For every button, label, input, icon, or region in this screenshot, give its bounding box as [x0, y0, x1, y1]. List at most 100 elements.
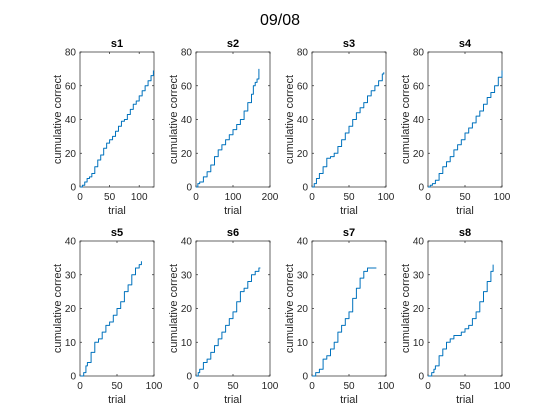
x-tick-label: 100	[378, 192, 395, 203]
y-tick-label: 40	[181, 115, 193, 126]
x-tick-label: 0	[309, 192, 315, 203]
x-tick-label: 50	[459, 381, 471, 392]
panel-s2: 0 100 200 0 20 40 60 80 s2 trial cumulative correc…	[168, 38, 279, 217]
y-tick-label: 30	[181, 270, 193, 281]
y-axis-label: cumulative correct	[284, 75, 296, 164]
y-tick-label: 40	[413, 115, 425, 126]
x-axis-label: trial	[340, 394, 358, 406]
y-tick-label: 30	[297, 270, 309, 281]
y-tick-label: 0	[418, 372, 424, 383]
y-axis-label: cumulative correct	[400, 75, 412, 164]
x-tick-label: 0	[309, 381, 315, 392]
panel-title: s5	[111, 227, 123, 239]
x-axis-label: trial	[108, 205, 126, 217]
panel-title: s7	[343, 227, 355, 239]
x-tick-label: 50	[343, 381, 355, 392]
x-tick-label: 0	[425, 192, 431, 203]
y-tick-label: 30	[65, 270, 77, 281]
panel-title: s2	[227, 38, 239, 50]
y-axis-label: cumulative correct	[168, 75, 180, 164]
panel-s1: 0 50 100 0 20 40 60 80 s1 trial cumulative correct	[52, 38, 155, 217]
x-tick-label: 50	[104, 192, 116, 203]
y-tick-label: 60	[297, 81, 309, 92]
panel-title: s3	[343, 38, 355, 50]
y-tick-label: 0	[70, 372, 76, 383]
x-axis-label: trial	[456, 394, 474, 406]
x-axis-label: trial	[340, 205, 358, 217]
x-axis-label: trial	[108, 394, 126, 406]
y-tick-label: 60	[413, 81, 425, 92]
panel-s3: 0 50 100 0 20 40 60 80 s3 trial cumulative correct	[284, 38, 395, 217]
y-tick-label: 10	[413, 338, 425, 349]
panel-s7: 0 50 100 0 10 20 30 40 s7 trial cumulative correct	[284, 227, 395, 406]
x-tick-label: 100	[131, 192, 148, 203]
y-tick-label: 80	[65, 48, 77, 59]
x-axis-label: trial	[224, 394, 242, 406]
y-tick-label: 80	[413, 48, 425, 59]
y-tick-label: 20	[413, 304, 425, 315]
y-tick-label: 20	[65, 149, 77, 160]
y-tick-label: 0	[70, 183, 76, 194]
y-axis-label: cumulative correct	[284, 264, 296, 353]
x-tick-label: 0	[425, 381, 431, 392]
y-tick-label: 40	[65, 237, 77, 248]
y-tick-label: 20	[297, 149, 309, 160]
y-tick-label: 60	[181, 81, 193, 92]
axes-box	[195, 240, 271, 377]
panel-s6: 0 50 100 0 10 20 30 40 s6 trial cumulative correct	[168, 227, 279, 406]
axes-box	[311, 240, 387, 377]
x-axis-label: trial	[224, 205, 242, 217]
y-tick-label: 80	[181, 48, 193, 59]
y-tick-label: 30	[413, 270, 425, 281]
y-tick-label: 20	[413, 149, 425, 160]
series-line-s6	[196, 267, 261, 377]
series-line-s4	[428, 70, 503, 188]
series-line-s8	[428, 264, 494, 377]
y-tick-label: 40	[181, 237, 193, 248]
y-tick-label: 80	[297, 48, 309, 59]
x-tick-label: 50	[343, 192, 355, 203]
x-tick-label: 50	[227, 381, 239, 392]
series-line-s7	[312, 267, 377, 377]
y-tick-label: 0	[186, 372, 192, 383]
y-tick-label: 20	[65, 304, 77, 315]
panel-title: s8	[459, 227, 471, 239]
y-tick-label: 60	[65, 81, 77, 92]
figure-title: 09/08	[260, 12, 300, 29]
y-tick-label: 0	[302, 372, 308, 383]
x-tick-label: 0	[193, 192, 199, 203]
x-axis-label: trial	[456, 205, 474, 217]
y-tick-label: 40	[297, 237, 309, 248]
y-tick-label: 0	[418, 183, 424, 194]
y-tick-label: 20	[297, 304, 309, 315]
x-tick-label: 100	[378, 381, 395, 392]
series-line-s3	[312, 72, 385, 188]
y-axis-label: cumulative correct	[168, 264, 180, 353]
panel-title: s4	[459, 38, 472, 50]
x-tick-label: 0	[77, 381, 83, 392]
x-tick-label: 100	[494, 192, 511, 203]
x-tick-label: 100	[494, 381, 511, 392]
x-tick-label: 100	[146, 381, 163, 392]
x-tick-label: 50	[459, 192, 471, 203]
x-tick-label: 100	[225, 192, 242, 203]
series-line-s1	[80, 70, 154, 188]
x-tick-label: 0	[77, 192, 83, 203]
y-axis-label: cumulative correct	[400, 264, 412, 353]
y-tick-label: 10	[297, 338, 309, 349]
y-axis-label: cumulative correct	[52, 75, 64, 164]
y-tick-label: 40	[297, 115, 309, 126]
panel-s4: 0 50 100 0 20 40 60 80 s4 trial cumulative correct	[400, 38, 511, 217]
y-tick-label: 10	[65, 338, 77, 349]
y-tick-label: 10	[181, 338, 193, 349]
panel-s5: 0 50 100 0 10 20 30 40 s5 trial cumulative correct	[52, 227, 163, 406]
panel-title: s1	[111, 38, 123, 50]
axes-box	[79, 51, 155, 188]
panel-title: s6	[227, 227, 239, 239]
y-tick-label: 40	[65, 115, 77, 126]
y-tick-label: 20	[181, 149, 193, 160]
x-tick-label: 100	[262, 381, 279, 392]
y-tick-label: 20	[181, 304, 193, 315]
series-line-s2	[196, 68, 260, 188]
